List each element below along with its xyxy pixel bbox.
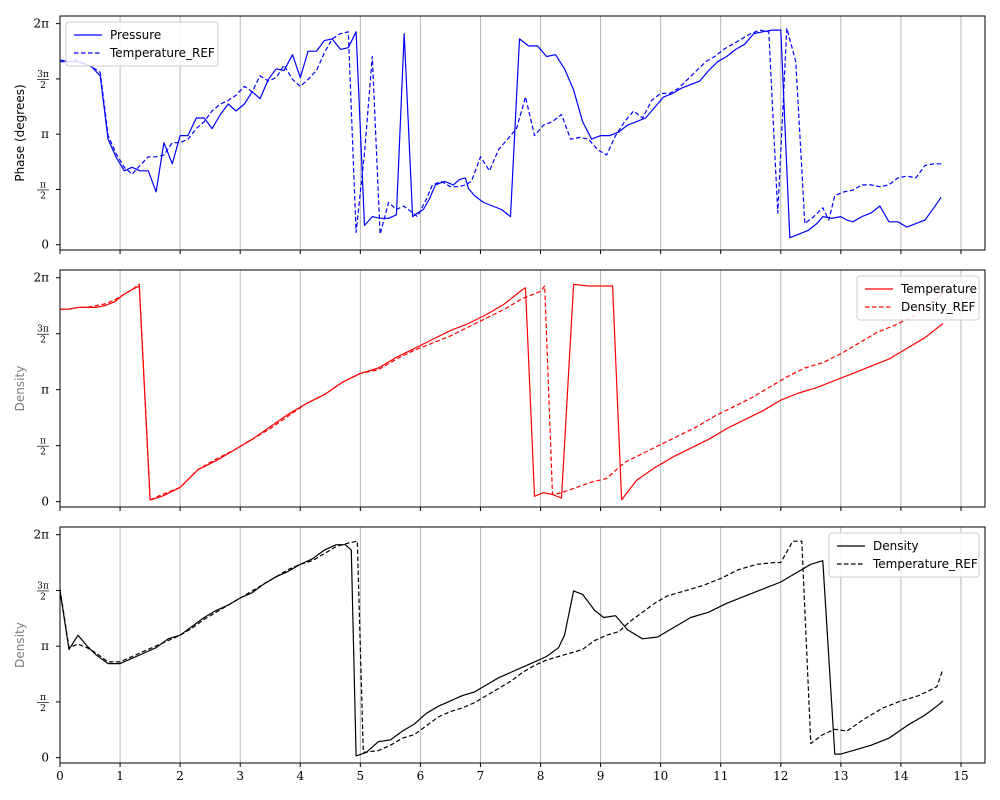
- x-tick-label: 9: [597, 769, 605, 783]
- legend-label: Temperature_REF: [872, 557, 978, 571]
- x-tick-label: 7: [477, 769, 485, 783]
- series-line-density: [60, 544, 944, 757]
- svg-text:2: 2: [40, 704, 46, 714]
- y-tick-label: 0: [41, 238, 49, 252]
- svg-text:2: 2: [40, 592, 46, 602]
- y-tick-label: π: [41, 127, 49, 141]
- y-tick-label: 3π2: [37, 581, 49, 602]
- svg-text:π: π: [40, 693, 46, 703]
- legend-label: Temperature_REF: [109, 46, 215, 60]
- x-tick-label: 6: [417, 769, 425, 783]
- chart-panel-3: 0 1 2 3 4 5 6 7 8 9 10 11 12 13 14 150π2π3π22πDensityDe…: [13, 526, 986, 783]
- y-tick-label: π: [41, 639, 49, 653]
- y-tick-label: 2π: [33, 271, 49, 285]
- svg-text:2: 2: [40, 448, 46, 458]
- y-axis-label: Density: [13, 366, 27, 412]
- x-tick-label: 12: [773, 769, 788, 783]
- legend-label: Density_REF: [901, 300, 976, 314]
- x-tick-label: 11: [713, 769, 728, 783]
- series-line-pressure: [60, 29, 942, 239]
- series-line-temperature-ref: [60, 27, 942, 235]
- svg-text:π: π: [40, 180, 46, 190]
- x-tick-label: 8: [537, 769, 545, 783]
- y-tick-label: 2π: [33, 528, 49, 542]
- legend-label: Pressure: [110, 28, 161, 42]
- y-tick-label: π2: [37, 437, 49, 458]
- x-tick-label: 5: [357, 769, 365, 783]
- series-line-temperature: [60, 283, 944, 501]
- legend: Temperature Density_REF: [856, 275, 980, 321]
- y-axis-label: Phase (degrees): [13, 84, 27, 181]
- x-tick-label: 10: [653, 769, 668, 783]
- x-tick-label: 3: [236, 769, 244, 783]
- y-tick-label: 2π: [33, 17, 49, 31]
- y-tick-label: π2: [37, 180, 49, 201]
- x-tick-label: 1: [116, 769, 124, 783]
- y-tick-label: 0: [41, 751, 49, 765]
- y-tick-label: π: [41, 383, 49, 397]
- legend-label: Density: [873, 539, 919, 553]
- svg-text:2: 2: [40, 81, 46, 91]
- svg-text:2: 2: [40, 191, 46, 201]
- svg-text:3π: 3π: [37, 325, 49, 335]
- svg-text:π: π: [40, 437, 46, 447]
- y-axis-label: Density: [13, 622, 27, 668]
- x-tick-label: 14: [893, 769, 909, 783]
- y-tick-label: 0: [41, 495, 49, 509]
- y-tick-label: 3π2: [37, 70, 49, 91]
- legend: Density Temperature_REF: [828, 532, 980, 578]
- plot-frame: [59, 526, 986, 764]
- series-line-temperature-ref: [60, 540, 944, 753]
- y-tick-label: π2: [37, 693, 49, 714]
- legend: Pressure Temperature_REF: [65, 21, 219, 67]
- series-line-density-ref: [60, 283, 944, 501]
- svg-text:3π: 3π: [37, 70, 49, 80]
- x-tick-label: 0: [56, 769, 64, 783]
- y-tick-label: 3π2: [37, 325, 49, 346]
- x-tick-label: 13: [833, 769, 848, 783]
- svg-text:3π: 3π: [37, 581, 49, 591]
- plot-frame: [59, 15, 986, 251]
- x-tick-label: 15: [953, 769, 968, 783]
- x-tick-label: 4: [296, 769, 304, 783]
- x-tick-label: 2: [176, 769, 184, 783]
- plot-frame: [59, 269, 986, 508]
- legend-label: Temperature: [900, 282, 977, 296]
- svg-text:2: 2: [40, 336, 46, 346]
